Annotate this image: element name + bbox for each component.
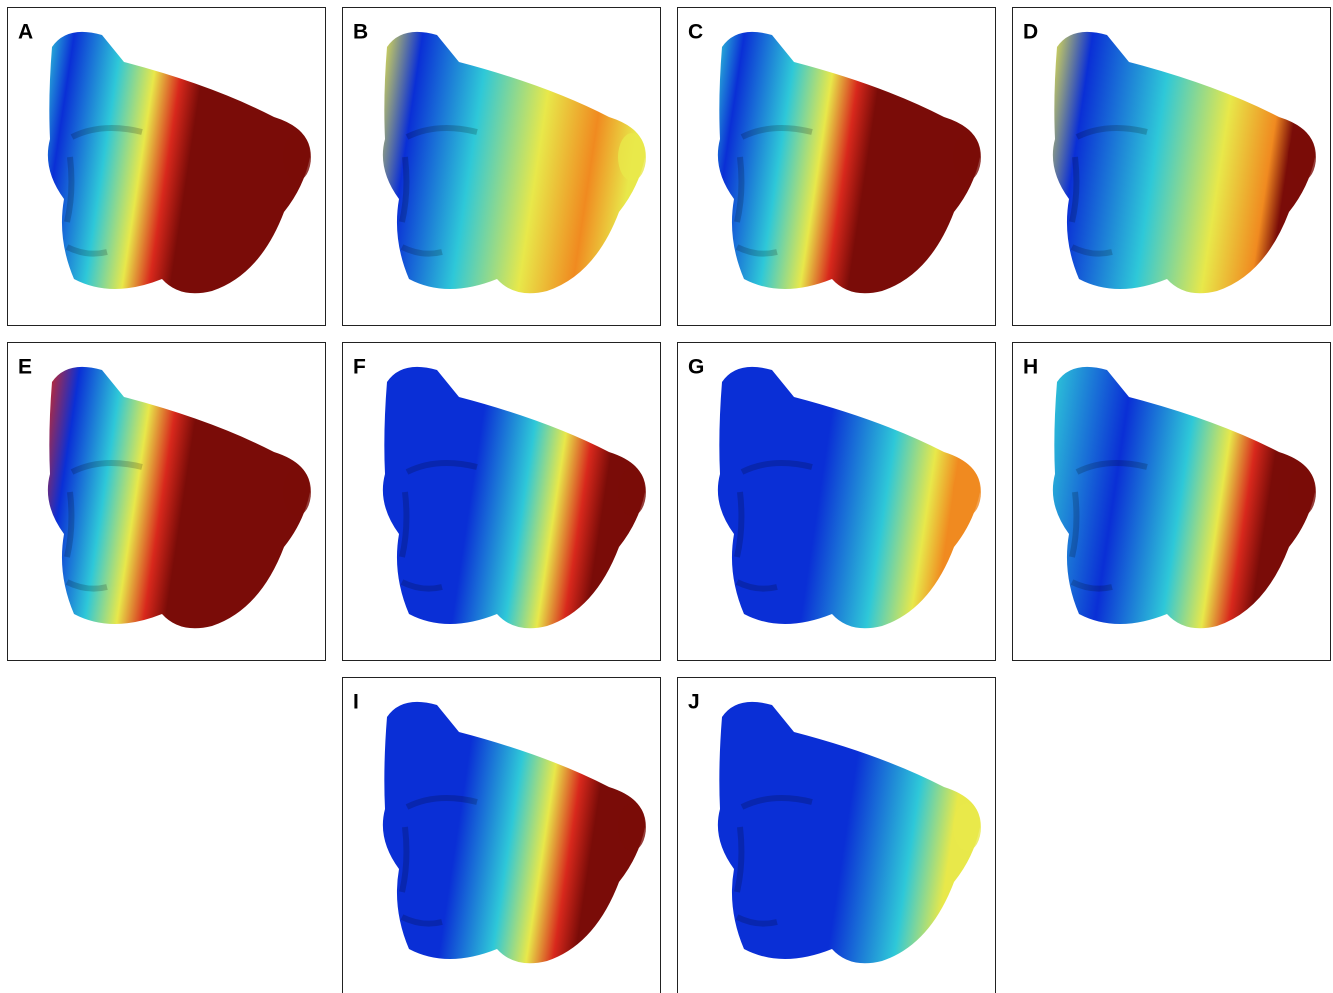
face-shading <box>399 795 478 927</box>
face-render <box>717 366 981 629</box>
panel: G <box>677 342 996 661</box>
face <box>717 366 981 629</box>
panel-label: I <box>353 691 359 714</box>
ear <box>953 468 981 516</box>
ear <box>283 468 311 516</box>
ear <box>618 803 646 851</box>
face <box>717 701 981 964</box>
ear <box>283 133 311 181</box>
face <box>47 366 311 629</box>
ear <box>953 803 981 851</box>
panel-label: F <box>353 356 366 379</box>
panel: A <box>7 7 326 326</box>
face <box>47 31 311 294</box>
panel: E <box>7 342 326 661</box>
panel-label: J <box>688 691 700 714</box>
face-shading <box>1069 460 1148 592</box>
panel-label: E <box>18 356 32 379</box>
panel-label: H <box>1023 356 1038 379</box>
face-render <box>47 366 311 629</box>
face-render <box>1052 31 1316 294</box>
panel: B <box>342 7 661 326</box>
face <box>1052 31 1316 294</box>
panel: F <box>342 342 661 661</box>
face <box>1052 366 1316 629</box>
panel: H <box>1012 342 1331 661</box>
face-render <box>717 31 981 294</box>
face-shading <box>734 460 813 592</box>
face-render <box>1052 366 1316 629</box>
face <box>382 701 646 964</box>
ear <box>1288 133 1316 181</box>
panel-label: B <box>353 21 368 44</box>
panel-label: G <box>688 356 704 379</box>
panel-label: D <box>1023 21 1038 44</box>
panel: I <box>342 677 661 993</box>
ear <box>618 468 646 516</box>
face-shading <box>64 125 143 257</box>
ear <box>953 133 981 181</box>
ear <box>618 133 646 181</box>
face-shading <box>734 125 813 257</box>
face <box>382 31 646 294</box>
face-render <box>47 31 311 294</box>
face <box>717 31 981 294</box>
face-shading <box>1069 125 1148 257</box>
panel: D <box>1012 7 1331 326</box>
face-render <box>382 31 646 294</box>
face-shading <box>399 460 478 592</box>
panel-label: A <box>18 21 33 44</box>
face-shading <box>734 795 813 927</box>
panel-label: C <box>688 21 703 44</box>
face-shading <box>399 125 478 257</box>
ear <box>1288 468 1316 516</box>
face <box>382 366 646 629</box>
face-render <box>382 366 646 629</box>
panel: J <box>677 677 996 993</box>
panel: C <box>677 7 996 326</box>
face-shading <box>64 460 143 592</box>
face-render <box>717 701 981 964</box>
face-render <box>382 701 646 964</box>
